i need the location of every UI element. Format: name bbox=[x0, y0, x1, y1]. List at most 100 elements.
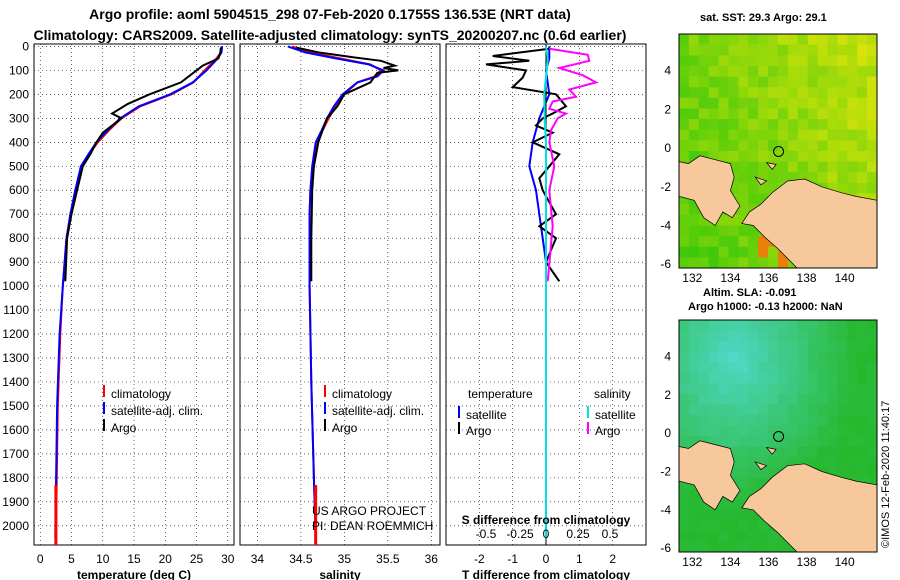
map-3-cell bbox=[688, 151, 700, 163]
map-4-cell bbox=[758, 425, 769, 437]
map-4-cell bbox=[738, 362, 749, 374]
map-4-cell bbox=[688, 330, 700, 342]
map-3-cell bbox=[787, 119, 799, 131]
map-3-cell bbox=[768, 108, 779, 120]
map-3-cell bbox=[847, 44, 858, 56]
map-3-cell bbox=[718, 108, 729, 120]
map-4-cell bbox=[748, 362, 759, 374]
map-4-cell bbox=[758, 467, 769, 479]
map-land-birds-head bbox=[678, 155, 741, 227]
map-4-cell bbox=[787, 436, 799, 447]
map-3-cell bbox=[748, 55, 759, 67]
map-4-cell bbox=[817, 436, 828, 447]
map-3-cell bbox=[698, 34, 710, 46]
panel-0-xtick-label: 10 bbox=[96, 552, 110, 566]
map-4-cell bbox=[807, 330, 819, 342]
map-4-cell bbox=[738, 341, 749, 353]
map-4-cell bbox=[688, 393, 700, 405]
map-3-cell bbox=[718, 87, 729, 99]
map-3-cell bbox=[837, 172, 848, 184]
map-4-cell bbox=[847, 372, 858, 384]
map-4-cell bbox=[738, 488, 749, 500]
map-3-cell bbox=[857, 55, 868, 67]
map-4-cell bbox=[688, 436, 700, 447]
map-4-cell bbox=[748, 478, 759, 490]
map-4-cell bbox=[817, 320, 828, 331]
map-3-cell bbox=[718, 129, 729, 141]
map-3-cell bbox=[817, 129, 828, 141]
map-4-cell bbox=[837, 383, 848, 395]
depth-tick-label: 1400 bbox=[2, 375, 29, 389]
map-4-cell bbox=[708, 404, 720, 416]
map-4-cell bbox=[857, 446, 868, 458]
map-3-cell bbox=[738, 129, 749, 141]
map-4-cell bbox=[748, 541, 759, 553]
map-4-cell bbox=[758, 372, 769, 384]
map-4-xtick-label: 138 bbox=[797, 555, 817, 569]
map-3-cell bbox=[708, 108, 720, 120]
map-4-cell bbox=[708, 330, 720, 342]
map-4-cell bbox=[787, 446, 799, 458]
map-4-cell bbox=[857, 341, 868, 353]
map-3-cell bbox=[837, 76, 848, 88]
map-3-cell bbox=[748, 65, 759, 77]
map-4-cell bbox=[718, 436, 729, 447]
map-4-cell bbox=[758, 478, 769, 490]
map-3-cell bbox=[758, 140, 769, 152]
map-3-cell bbox=[708, 87, 720, 99]
map-4-cell bbox=[797, 414, 809, 426]
panel-0-xtick-label: 5 bbox=[68, 552, 75, 566]
map-3-cell bbox=[857, 161, 868, 173]
map-3-cell bbox=[738, 97, 749, 109]
map-4-cell bbox=[807, 436, 819, 447]
map-3-cell bbox=[768, 55, 779, 67]
map-4-cell bbox=[797, 341, 809, 353]
map-3-cell bbox=[698, 44, 710, 56]
panel-1-series-satellite-adj.-clim. bbox=[287, 45, 386, 538]
map-4-cell bbox=[787, 404, 799, 416]
map-4-cell bbox=[679, 509, 690, 521]
map-3-cell bbox=[768, 129, 779, 141]
map-4-cell bbox=[718, 372, 729, 384]
map-3-cell bbox=[778, 172, 789, 184]
map-3-cell bbox=[787, 151, 799, 163]
map-3-cell bbox=[698, 87, 710, 99]
map-4-cell bbox=[698, 499, 710, 511]
map-3-cell bbox=[807, 65, 819, 77]
map-4-cell bbox=[758, 541, 769, 553]
map-4-cell bbox=[768, 362, 779, 374]
map-3-cell bbox=[857, 34, 868, 46]
map-3-cell bbox=[738, 108, 749, 120]
map-3-cell bbox=[867, 34, 878, 46]
map-3-cell bbox=[728, 108, 739, 120]
panel-2-xtick-label: 2 bbox=[609, 552, 616, 566]
map-3-cell bbox=[758, 246, 769, 258]
map-3-ytick-label: -2 bbox=[660, 180, 671, 194]
map-3-cell bbox=[738, 151, 749, 163]
map-3-cell bbox=[867, 119, 878, 131]
map-3-cell bbox=[847, 182, 858, 194]
map-3-cell bbox=[778, 161, 789, 173]
map-4-cell bbox=[679, 341, 690, 353]
map-3-cell bbox=[728, 65, 739, 77]
map-3-cell bbox=[867, 108, 878, 120]
map-3-cell bbox=[768, 97, 779, 109]
map-3-cell bbox=[778, 44, 789, 56]
map-3-cell bbox=[827, 182, 838, 194]
map-3-cell bbox=[768, 182, 779, 194]
map-3-ytick-label: 2 bbox=[664, 102, 671, 116]
map-4-cell bbox=[679, 425, 690, 437]
map-4-cell bbox=[738, 320, 749, 331]
map-4-cell bbox=[867, 436, 878, 447]
map-3-cell bbox=[679, 246, 690, 258]
map-3-cell bbox=[748, 161, 759, 173]
map-4-cell bbox=[758, 362, 769, 374]
map-3-cell bbox=[857, 182, 868, 194]
panel-0-xtick-label: 30 bbox=[221, 552, 235, 566]
map-3-cell bbox=[837, 97, 848, 109]
map-4-cell bbox=[708, 541, 720, 553]
legend-label: climatology bbox=[332, 387, 392, 401]
map-4-cell bbox=[778, 404, 789, 416]
map-3-cell bbox=[797, 44, 809, 56]
map-4-cell bbox=[797, 393, 809, 405]
